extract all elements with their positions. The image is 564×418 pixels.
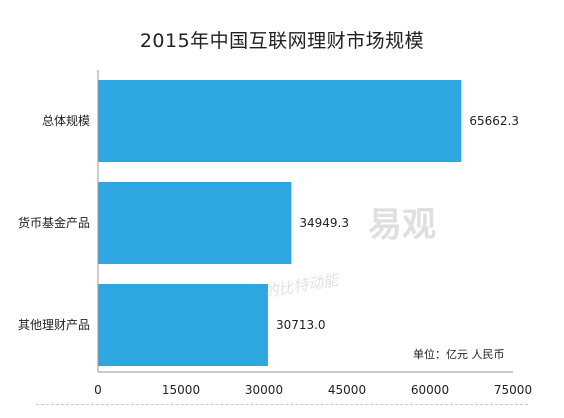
bar-0 — [98, 80, 462, 162]
bottom-divider — [36, 404, 528, 405]
category-label-2: 其他理财产品 — [18, 318, 90, 332]
value-label-1: 34949.3 — [299, 216, 349, 230]
x-tick-label-4: 60000 — [411, 383, 449, 397]
value-label-0: 65662.3 — [469, 114, 519, 128]
value-label-2: 30713.0 — [276, 318, 326, 332]
bar-2 — [98, 284, 268, 366]
x-tick-label-3: 45000 — [328, 383, 366, 397]
x-tick-label-2: 30000 — [245, 383, 283, 397]
category-label-1: 货币基金产品 — [18, 215, 90, 230]
unit-note: 单位：亿元 人民币 — [413, 347, 505, 361]
category-label-0: 总体规模 — [42, 113, 90, 128]
chart-title: 2015年中国互联网理财市场规模 — [139, 30, 425, 52]
x-tick-label-0: 0 — [94, 383, 102, 397]
watermark-logo: 易观 — [368, 205, 436, 245]
x-tick-label-1: 15000 — [162, 383, 200, 397]
bar-1 — [98, 182, 292, 264]
x-tick-label-5: 75000 — [494, 383, 532, 397]
